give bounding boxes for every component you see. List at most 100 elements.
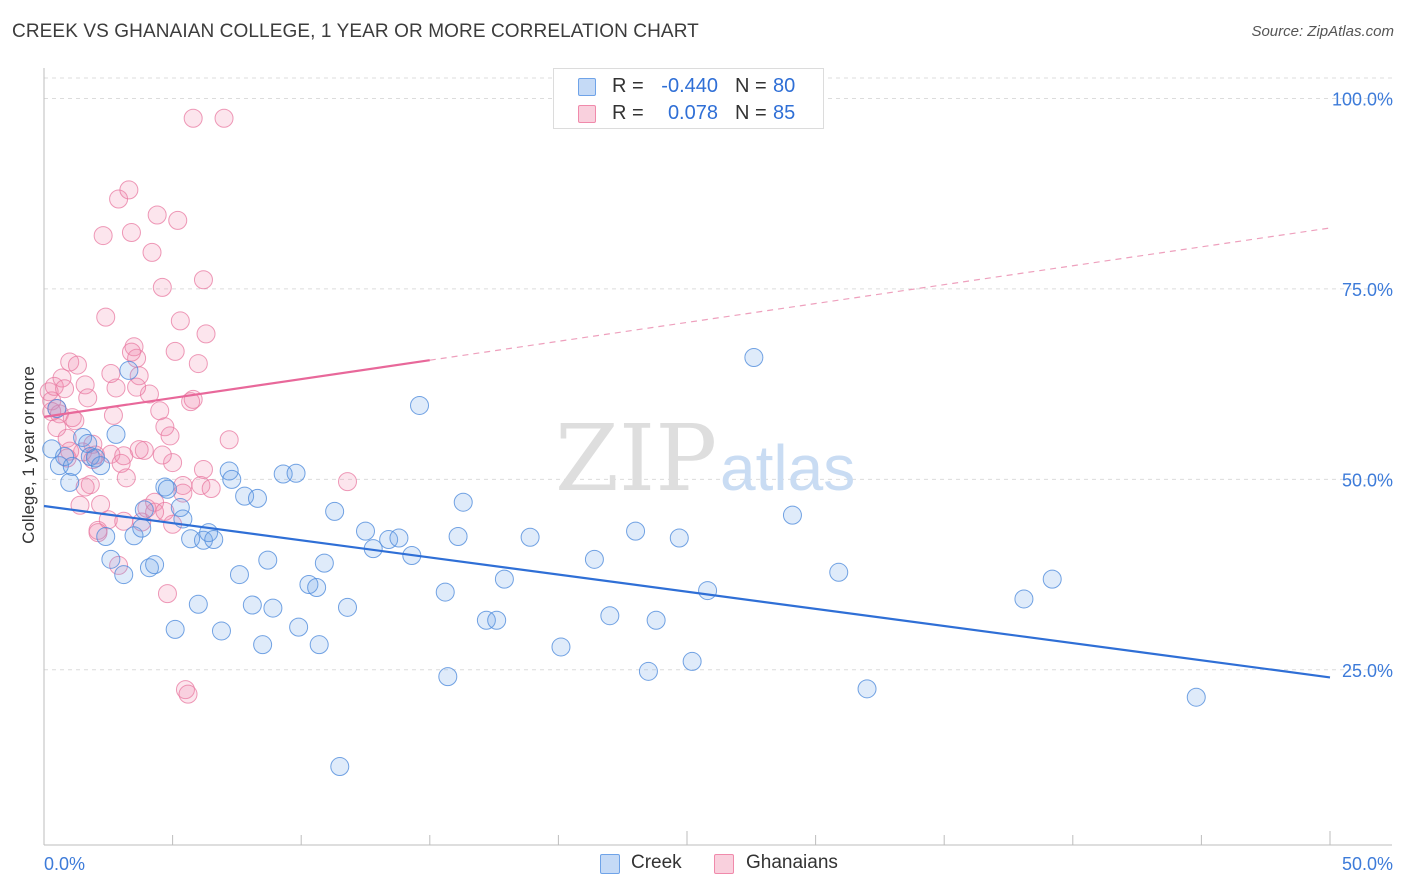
ghanaians-point <box>109 555 129 575</box>
ghanaians-point <box>183 108 203 128</box>
creek-point <box>325 501 345 521</box>
creek-point <box>782 505 802 525</box>
x-tick-label: 50.0% <box>1342 854 1393 874</box>
ghanaians-point <box>75 477 95 497</box>
creek-point <box>638 661 658 681</box>
ghanaians-point <box>152 277 172 297</box>
legend-row-creek: R = -0.440 N = 80 <box>554 75 823 101</box>
n-label: N = <box>735 75 767 97</box>
creek-point <box>435 582 455 602</box>
creek-point <box>314 553 334 573</box>
series-legend: Creek Ghanaians <box>0 852 1406 878</box>
ghanaians-point <box>111 453 131 473</box>
creek-point <box>211 621 231 641</box>
ghanaians-point <box>106 378 126 398</box>
ghanaians-point <box>124 337 144 357</box>
creek-point <box>119 360 139 380</box>
creek-point <box>584 549 604 569</box>
y-tick-label: 25.0% <box>1342 661 1393 681</box>
creek-point <box>263 598 283 618</box>
y-axis-label: College, 1 year or more <box>19 366 38 544</box>
ghanaians-point <box>165 341 185 361</box>
ghanaians-trend-extension <box>429 227 1331 361</box>
creek-point <box>330 757 350 777</box>
ghanaians-swatch <box>578 105 596 123</box>
n-value: 80 <box>773 75 796 97</box>
creek-point <box>73 427 93 447</box>
creek-point <box>286 463 306 483</box>
creek-point <box>646 610 666 630</box>
creek-point <box>96 526 116 546</box>
ghanaians-swatch <box>714 854 734 874</box>
ghanaians-point <box>157 584 177 604</box>
creek-point <box>55 447 75 466</box>
ghanaians-point <box>119 180 139 200</box>
creek-point <box>289 617 309 637</box>
ghanaians-point <box>103 405 123 425</box>
axes <box>43 68 1392 846</box>
creek-point <box>145 555 165 575</box>
ghanaians-point <box>178 684 198 704</box>
ghanaians-point <box>168 210 188 230</box>
ghanaians-point <box>47 418 67 438</box>
ghanaians-point <box>196 324 216 344</box>
legend-row-ghanaians: R = 0.078 N = 85 <box>554 102 823 128</box>
y-tick-labels: 25.0% 50.0% 75.0% 100.0% <box>1332 89 1393 680</box>
ghanaians-point <box>65 411 85 431</box>
ghanaians-point <box>80 475 100 495</box>
creek-point <box>229 565 249 585</box>
r-label: R = <box>612 102 644 124</box>
creek-trend-line <box>43 504 1331 679</box>
ghanaians-point <box>121 342 141 362</box>
r-value: 0.078 <box>667 102 718 124</box>
ghanaians-point <box>214 108 234 128</box>
creek-swatch <box>600 854 620 874</box>
creek-point <box>744 347 764 367</box>
ghanaians-point <box>170 311 190 331</box>
ghanaians-point <box>201 478 221 498</box>
creek-point <box>698 581 718 601</box>
ghanaians-point <box>219 430 239 450</box>
creek-point <box>626 521 646 541</box>
x-tick-label: 0.0% <box>44 854 85 874</box>
y-tick-label: 75.0% <box>1342 280 1393 300</box>
legend-label: Creek <box>631 852 682 873</box>
ghanaians-point <box>160 426 180 446</box>
creek-point <box>165 619 185 639</box>
y-tick-label: 50.0% <box>1342 470 1393 490</box>
creek-point <box>379 530 399 550</box>
ghanaians-point <box>78 388 98 408</box>
creek-point <box>139 558 159 578</box>
ghanaians-points <box>39 108 357 704</box>
ghanaians-point <box>121 223 141 243</box>
trend-lines <box>43 227 1331 679</box>
r-label: R = <box>612 75 644 97</box>
r-value: -0.440 <box>661 75 718 97</box>
creek-point <box>155 477 175 497</box>
creek-point <box>132 518 152 538</box>
y-tick-label: 100.0% <box>1332 89 1393 109</box>
creek-point <box>309 635 329 655</box>
ghanaians-point <box>155 417 175 437</box>
ghanaians-point <box>181 392 201 412</box>
ghanaians-point <box>93 226 113 246</box>
creek-point <box>62 456 82 476</box>
ghanaians-point <box>134 440 154 460</box>
creek-point <box>438 667 458 687</box>
creek-point <box>47 399 67 419</box>
legend-label: Ghanaians <box>746 852 838 873</box>
creek-point <box>106 424 126 444</box>
watermark-zip: ZIP <box>555 405 717 512</box>
ghanaians-point <box>67 355 87 375</box>
correlation-legend: R = -0.440 N = 80 R = 0.078 N = 85 <box>553 68 824 129</box>
creek-point <box>101 549 121 569</box>
creek-point <box>494 569 514 589</box>
creek-point <box>258 550 278 570</box>
ghanaians-point <box>193 270 213 290</box>
ghanaians-point <box>60 352 80 372</box>
ghanaians-trend-line <box>43 359 430 418</box>
creek-point <box>242 595 262 615</box>
chart-title: CREEK VS GHANAIAN COLLEGE, 1 YEAR OR MOR… <box>12 21 699 42</box>
creek-point <box>222 469 242 489</box>
ghanaians-point <box>173 483 193 503</box>
